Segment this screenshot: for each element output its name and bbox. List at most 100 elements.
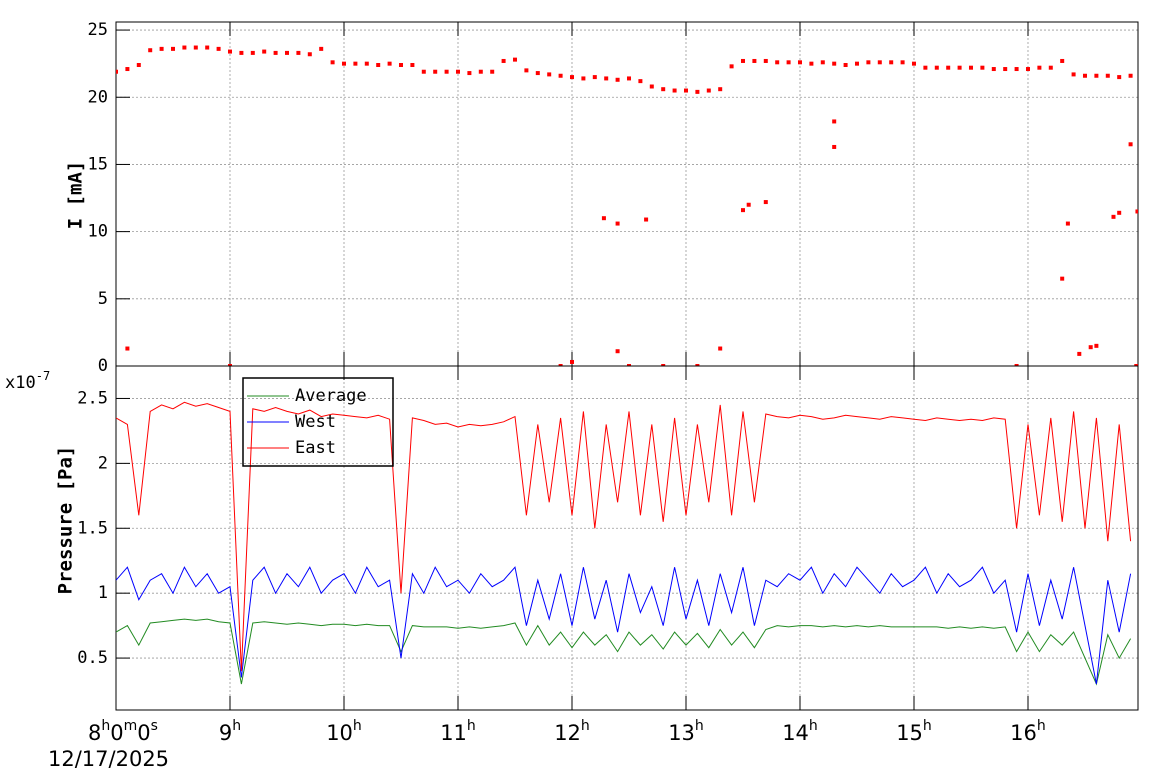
y-tick-label: 20 [88,87,108,107]
point [601,216,606,221]
point [604,76,609,81]
point [649,84,654,89]
tick-label-part: h [809,718,818,734]
point [1128,142,1133,147]
point [444,69,449,74]
point [1094,73,1099,78]
x-tick-label: 16h [1010,718,1046,745]
point [501,58,506,63]
point [832,119,837,124]
point [683,88,688,93]
y-tick-label: 0 [98,356,108,376]
point [626,364,631,366]
point [455,69,460,74]
point [695,364,700,366]
point [1065,221,1070,226]
point [262,49,267,54]
x-tick-label: 12h [554,718,590,745]
point [136,63,141,67]
y-tick-label: 2 [98,453,108,473]
point [1014,364,1019,366]
point [1134,364,1138,366]
point [170,46,175,51]
x-tick-label: 10h [326,718,362,745]
point [433,69,438,74]
point [125,346,130,351]
point [957,65,962,70]
tick-label-part: 0 [110,721,123,745]
point [809,61,814,66]
point [661,87,666,92]
point [421,69,426,74]
point [353,61,358,66]
point [216,46,221,51]
tick-label-part: h [467,718,476,734]
x-tick-label: 15h [896,718,932,745]
legend-label: West [295,412,336,432]
y-tick-label: 5 [98,289,108,309]
point [752,58,757,63]
point [672,88,677,93]
y-tick-label: 2.5 [77,388,108,408]
point [1071,72,1076,77]
point [1094,343,1099,348]
tick-label-part: h [353,718,362,734]
point [911,61,916,66]
legend-box [242,377,394,467]
point [490,69,495,74]
x-tick-label: 9h [219,718,241,745]
point [364,61,369,66]
point [478,69,483,74]
point [900,60,905,65]
point [227,49,232,54]
point [125,67,130,72]
point [1088,345,1093,350]
point [946,65,951,70]
y-tick-label: 15 [88,154,108,174]
y-multiplier: x10-7 [5,369,50,394]
point [1014,67,1019,72]
point [1082,73,1087,78]
tick-label-part: h [232,718,241,734]
tick-label-part: 10 [326,721,353,745]
point [330,60,335,65]
x-tick-label: 8h0m0s [88,718,158,745]
point [661,364,666,366]
point [193,45,198,50]
series-line [116,618,1132,686]
tick-label-part: 0 [137,721,150,745]
point [695,89,700,94]
point [980,65,985,70]
point [923,65,928,70]
point [592,75,597,80]
point [512,57,517,62]
y-axis-label: I [mA] [65,161,87,230]
point [1077,351,1082,356]
y-tick-label: 10 [88,222,108,242]
y-axis-label: Pressure [Pa] [55,446,77,595]
point [398,63,403,67]
point [410,63,415,67]
point [638,79,643,84]
tick-label-part: h [923,718,932,734]
tick-label-part: h [581,718,590,734]
point [227,364,232,366]
tick-label-part: h [101,718,110,734]
point [1117,210,1122,215]
point [763,58,768,63]
point [854,61,859,66]
y-tick-label: 1.5 [77,518,108,538]
legend-label: East [295,438,336,458]
point [284,50,289,55]
tick-label-part: m [124,718,138,734]
x-tick-label: 11h [440,718,476,745]
point [729,64,734,69]
tick-label-part: h [1037,718,1046,734]
point [718,87,723,92]
point [547,72,552,77]
tick-label-part: 14 [782,721,809,745]
point [832,144,837,149]
point [706,88,711,93]
plot-frame [115,21,1139,367]
point [569,359,574,364]
